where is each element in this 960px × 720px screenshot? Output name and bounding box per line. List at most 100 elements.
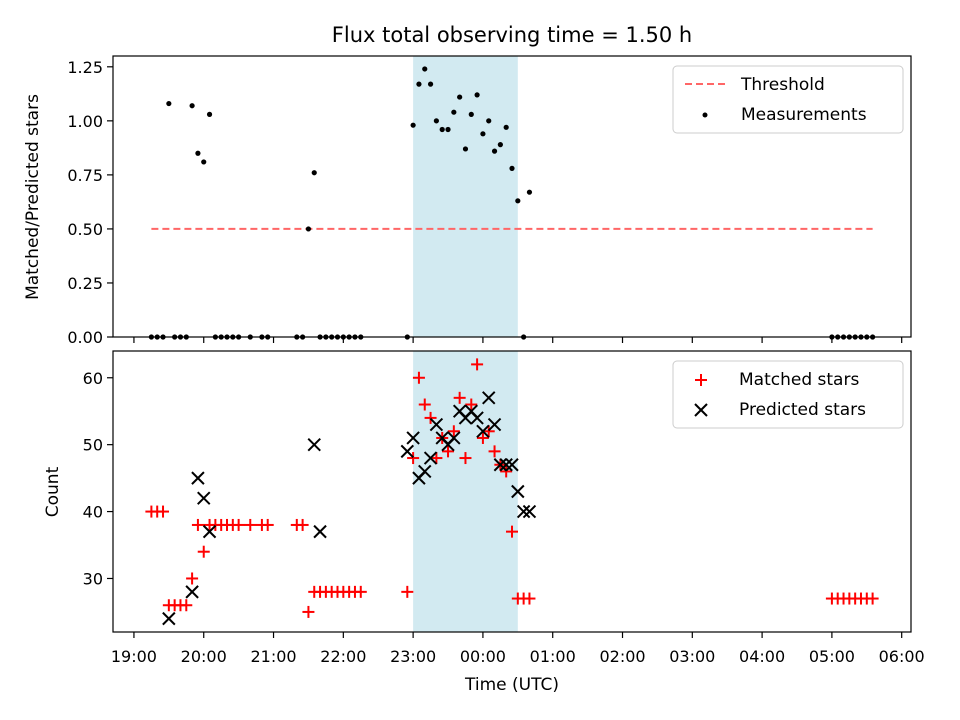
legend-predicted-marker <box>694 403 708 417</box>
measurement-point <box>451 109 457 115</box>
predicted-star-point <box>476 424 490 438</box>
top-y-axis-label: Matched/Predicted stars <box>23 94 43 300</box>
matched-star-point <box>191 518 204 531</box>
matched-star-point <box>232 518 245 531</box>
matched-star-point <box>424 411 437 424</box>
predicted-star-point <box>423 451 438 465</box>
chart-title: Flux total observing time = 1.50 h <box>332 23 692 47</box>
measurement-point <box>206 111 213 117</box>
predicted-star-point <box>470 411 484 425</box>
x-tick-label: 05:00 <box>809 647 855 666</box>
x-tick-label: 23:00 <box>390 647 436 666</box>
measurement-point <box>422 66 428 72</box>
predicted-star-point <box>400 444 415 459</box>
matched-star-point <box>244 518 257 531</box>
predicted-star-point <box>511 484 525 499</box>
bottom-y-tick-label: 60 <box>83 369 103 388</box>
highlight-span-bottom <box>413 351 518 632</box>
predicted-star-point <box>487 417 502 432</box>
measurement-point <box>445 126 451 133</box>
bottom-y-axis-label: Count <box>43 466 63 517</box>
predicted-star-point <box>406 431 420 445</box>
measurement-point <box>305 226 312 232</box>
top-y-tick-label: 0.25 <box>67 274 103 293</box>
top-y-tick-label: 0.50 <box>67 220 103 239</box>
matched-star-point <box>401 585 414 598</box>
measurement-point <box>515 198 521 204</box>
predicted-star-point <box>522 504 537 519</box>
top-ticks: 0.00 0.25 0.50 0.75 1.00 1.25 <box>67 58 903 347</box>
predicted-star-point <box>429 417 444 432</box>
matched-star-point <box>453 391 466 404</box>
bottom-axes-frame <box>112 350 912 633</box>
predicted-star-point <box>202 524 217 539</box>
matched-star-point <box>407 452 420 465</box>
x-tick-label: 20:00 <box>181 647 227 666</box>
matched-star-point <box>157 505 170 518</box>
predicted-star-point <box>307 437 321 452</box>
measurement-point <box>509 165 515 171</box>
measurement-point <box>462 146 469 152</box>
predicted-star-point <box>493 458 508 472</box>
measurement-point <box>427 81 434 87</box>
predicted-star-point <box>505 458 519 472</box>
matched-star-point <box>500 465 513 478</box>
matched-star-point <box>447 425 460 438</box>
predicted-star-point <box>499 458 513 472</box>
matched-star-point <box>186 572 199 585</box>
matched-star-point <box>506 525 518 538</box>
bottom-legend: Matched stars Predicted stars <box>672 360 904 429</box>
bottom-y-tick-label: 40 <box>83 503 103 522</box>
x-tick-label: 01:00 <box>530 647 576 666</box>
measurement-point <box>189 103 195 109</box>
measurement-point <box>468 111 474 117</box>
legend-measurements-label: Measurements <box>741 105 867 125</box>
matched-star-point <box>430 452 443 465</box>
matched-star-point <box>482 425 495 438</box>
measurement-point <box>311 170 317 176</box>
bottom-marks <box>145 358 879 626</box>
matched-star-point <box>261 518 274 531</box>
legend-measurements-marker <box>702 112 708 118</box>
predicted-star-point <box>197 491 211 505</box>
predicted-star-point <box>185 585 199 599</box>
matched-star-point <box>354 585 367 598</box>
x-tick-label: 19:00 <box>111 647 157 666</box>
matched-star-point <box>465 398 478 411</box>
measurement-point <box>526 189 533 195</box>
x-axis-label: Time (UTC) <box>464 675 559 695</box>
predicted-star-point <box>482 391 496 405</box>
x-tick-label: 04:00 <box>739 647 785 666</box>
predicted-star-point <box>447 431 461 445</box>
predicted-star-point <box>418 464 432 479</box>
bottom-panel: 30 40 50 60 19:00 20:00 21:00 22:00 23:00 00:00 01… <box>43 350 925 695</box>
highlight-span-top <box>413 56 518 337</box>
matched-star-point <box>412 371 425 384</box>
predicted-star-point <box>191 471 205 485</box>
top-panel: 0.00 0.25 0.50 0.75 1.00 1.25 Matched/Predict… <box>23 55 912 347</box>
measurement-point <box>491 148 498 154</box>
bottom-y-tick-label: 50 <box>83 436 103 455</box>
x-tick-label: 00:00 <box>460 647 506 666</box>
matched-star-point <box>523 592 536 605</box>
matched-star-point <box>471 358 484 371</box>
matched-star-point <box>180 599 193 612</box>
matched-star-point <box>442 445 455 458</box>
top-legend-box <box>672 65 904 134</box>
matched-star-point <box>488 445 501 458</box>
predicted-star-point <box>313 524 327 539</box>
x-tick-label: 02:00 <box>599 647 645 666</box>
bottom-ticks: 30 40 50 60 19:00 20:00 21:00 22:00 23:00 00:00 01… <box>83 369 925 666</box>
legend-threshold-label: Threshold <box>740 75 825 95</box>
measurement-point <box>439 126 445 133</box>
matched-star-point <box>459 452 472 465</box>
measurement-point <box>503 124 509 130</box>
predicted-star-point <box>516 504 531 519</box>
bottom-legend-box <box>672 360 904 429</box>
x-tick-label: 21:00 <box>250 647 296 666</box>
predicted-star-point <box>162 611 176 626</box>
top-y-tick-label: 0.75 <box>67 166 103 185</box>
legend-predicted-label: Predicted stars <box>739 400 866 420</box>
measurement-point <box>410 122 416 128</box>
